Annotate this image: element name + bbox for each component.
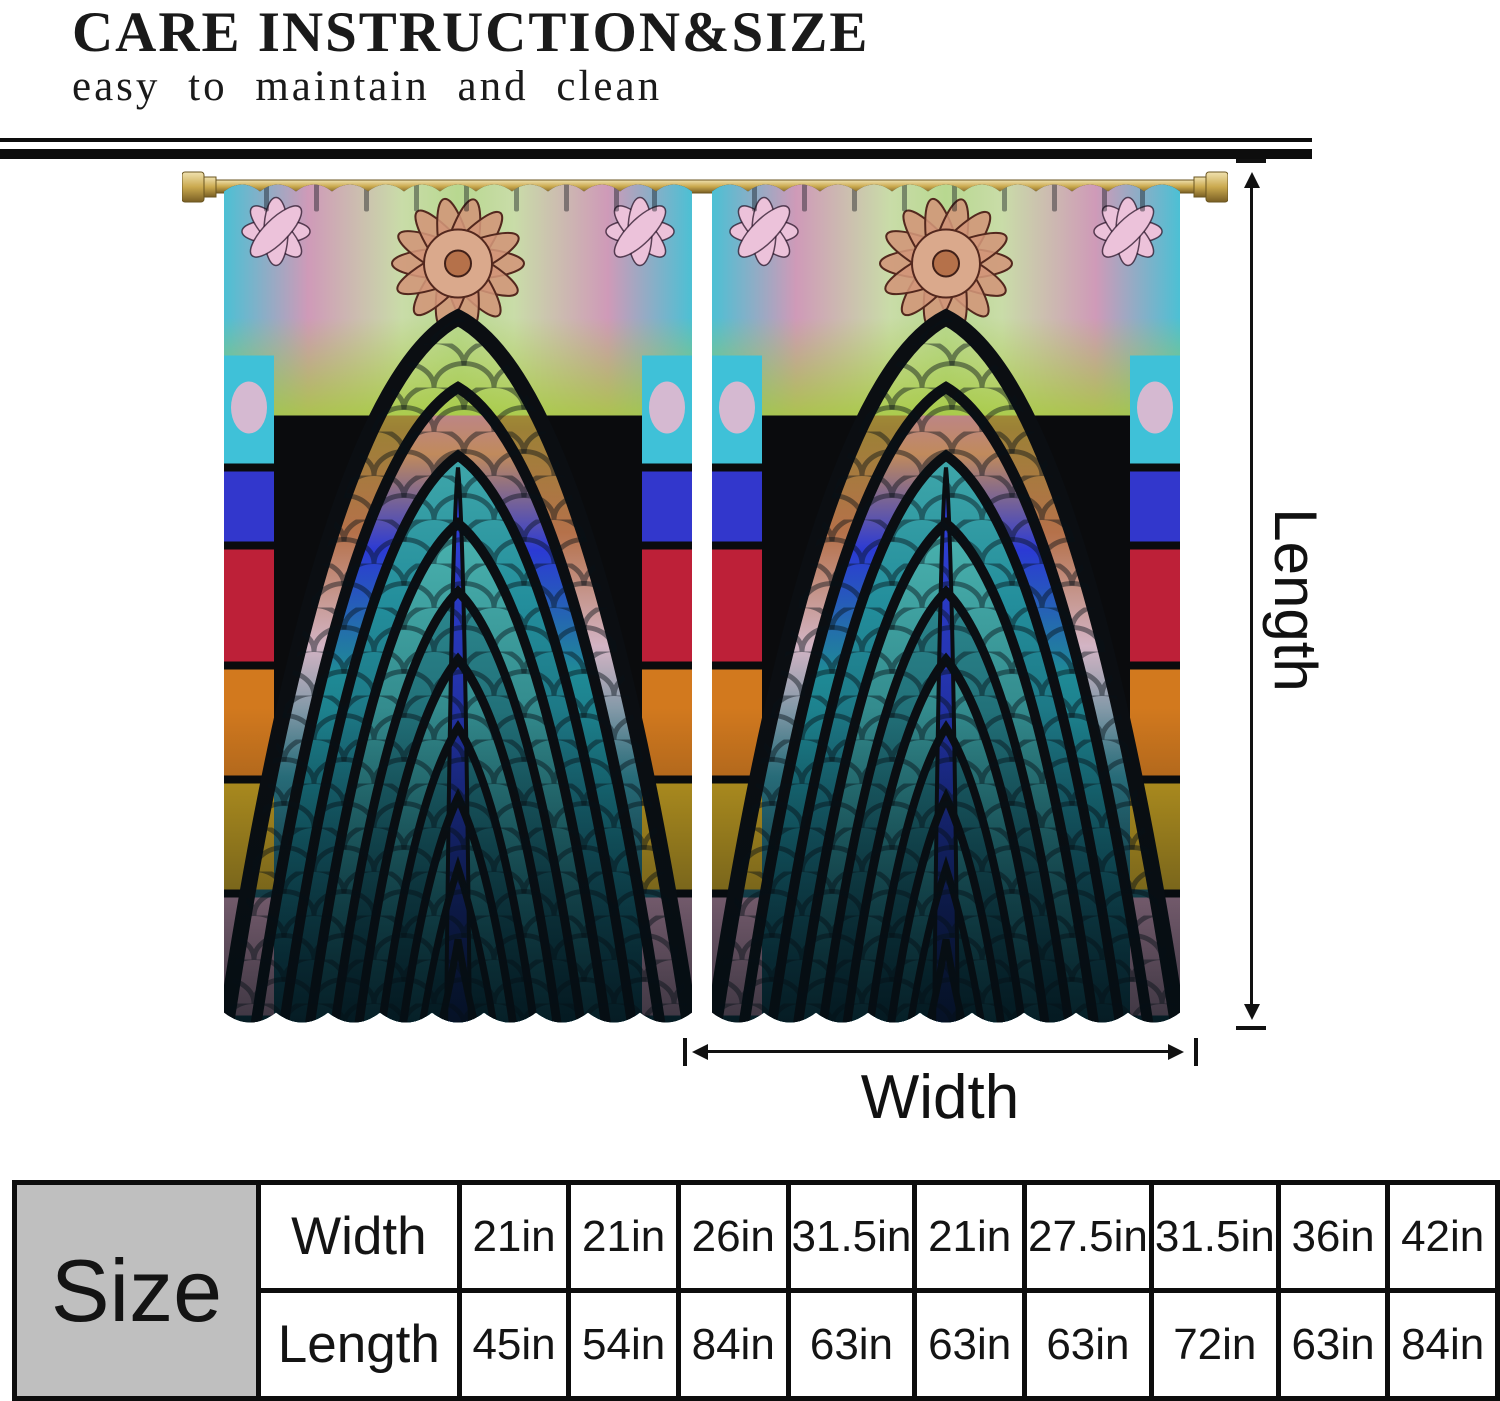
rod-collar-right	[1193, 176, 1207, 198]
width-arrow-right-icon	[1168, 1044, 1184, 1060]
width-value-cell: 31.5in	[785, 1180, 918, 1293]
curtain-panel-right	[712, 166, 1180, 1036]
rod-collar-left	[203, 176, 217, 198]
length-arrow-down-icon	[1244, 1004, 1260, 1020]
length-value-cell: 63in	[1021, 1288, 1154, 1401]
length-dimension-line	[1250, 180, 1253, 1012]
page-title: CARE INSTRUCTION&SIZE	[72, 1, 870, 64]
divider-line-thick	[0, 149, 1312, 159]
length-value-cell: 84in	[1385, 1288, 1500, 1401]
length-value-cell: 54in	[566, 1288, 681, 1401]
divider-line-thin	[0, 138, 1312, 142]
table-row-length: Length 45in 54in 84in 63in 63in 63in 72i…	[15, 1288, 1500, 1401]
width-value-cell: 21in	[912, 1180, 1027, 1293]
size-table: Size Width 21in 21in 26in 31.5in 21in 27…	[12, 1180, 1500, 1401]
width-value-cell: 36in	[1275, 1180, 1391, 1293]
length-value-cell: 63in	[912, 1288, 1027, 1401]
length-value-cell: 45in	[456, 1288, 572, 1401]
width-value-cell: 21in	[456, 1180, 572, 1293]
width-value-cell: 42in	[1385, 1180, 1500, 1293]
length-value-cell: 63in	[1275, 1288, 1391, 1401]
length-value-cell: 63in	[785, 1288, 918, 1401]
rod-finial-left	[182, 171, 205, 203]
size-corner-cell: Size	[12, 1180, 261, 1401]
length-tick-top	[1236, 159, 1266, 163]
length-value-cell: 84in	[675, 1288, 791, 1401]
curtain-panel-left	[224, 166, 692, 1036]
length-label: Length	[1262, 508, 1329, 692]
width-value-cell: 31.5in	[1148, 1180, 1281, 1293]
width-value-cell: 21in	[566, 1180, 681, 1293]
width-value-cell: 27.5in	[1021, 1180, 1154, 1293]
width-arrow-left-icon	[692, 1044, 708, 1060]
width-value-cell: 26in	[675, 1180, 791, 1293]
width-row-header: Width	[255, 1180, 462, 1293]
length-row-header: Length	[255, 1288, 462, 1401]
length-value-cell: 72in	[1148, 1288, 1281, 1401]
width-label: Width	[860, 1063, 1020, 1132]
rod-finial-right	[1205, 171, 1228, 203]
length-arrow-up-icon	[1244, 172, 1260, 188]
table-row-width: Size Width 21in 21in 26in 31.5in 21in 27…	[12, 1180, 1500, 1401]
page-subtitle: easy to maintain and clean	[72, 63, 663, 110]
length-tick-bottom	[1236, 1026, 1266, 1030]
width-tick-left	[683, 1038, 687, 1066]
width-dimension-line	[708, 1050, 1170, 1053]
width-tick-right	[1194, 1038, 1198, 1066]
